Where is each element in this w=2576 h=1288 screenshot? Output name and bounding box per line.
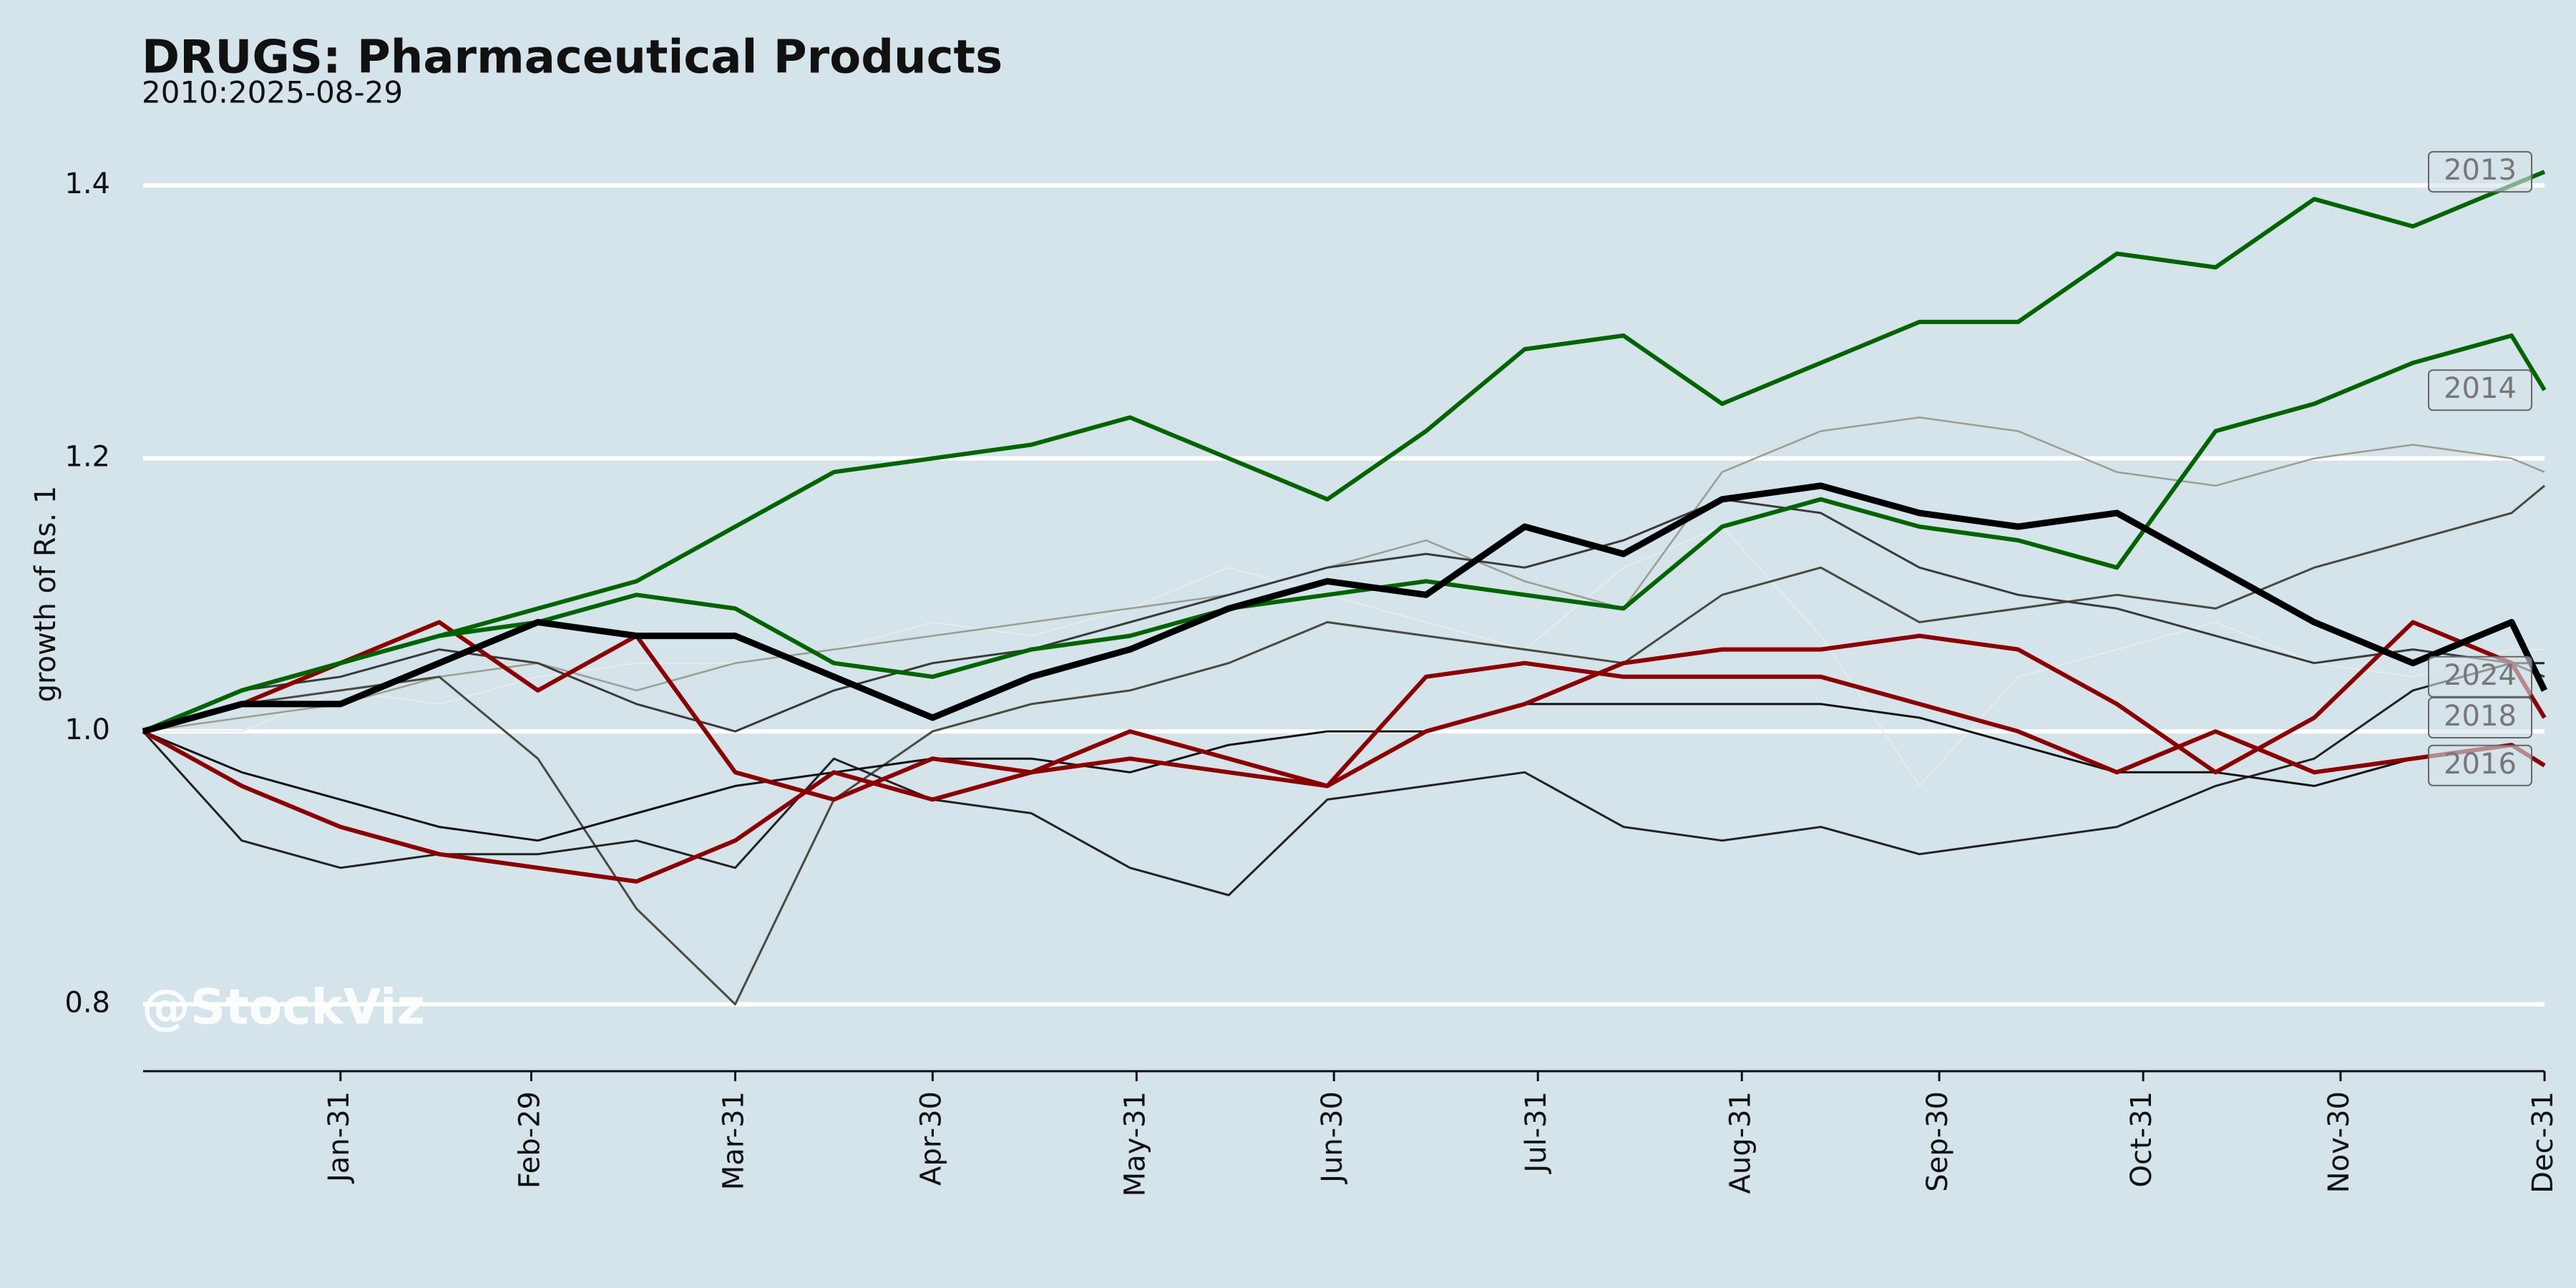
y-tick-label: 0.8 [64, 987, 110, 1020]
end-label: 2016 [2444, 748, 2517, 781]
watermark: @StockViz [142, 980, 425, 1036]
x-tick-label: Jun-30 [1316, 1091, 1349, 1185]
end-label-box [2428, 369, 2532, 411]
x-tick-label: Dec-31 [2527, 1091, 2560, 1194]
end-label: 2018 [2444, 700, 2517, 733]
x-tick-label: Sep-30 [1921, 1091, 1954, 1192]
end-label: 2013 [2444, 154, 2517, 187]
series-line [142, 620, 2546, 802]
end-label-box [2428, 151, 2532, 193]
series-line [142, 498, 2545, 733]
x-tick-label: Mar-31 [718, 1091, 751, 1190]
x-tick-label: Apr-30 [914, 1091, 947, 1186]
series-line [142, 482, 2548, 735]
x-tick-label: Feb-29 [513, 1091, 546, 1189]
series-line [142, 416, 2545, 733]
y-axis-label: growth of Rs. 1 [29, 486, 62, 703]
end-label-box [2428, 697, 2532, 739]
end-label-box [2428, 744, 2532, 786]
x-tick-label: Jan-31 [323, 1091, 356, 1184]
x-tick-label: Nov-30 [2323, 1091, 2356, 1193]
end-label-box [2428, 655, 2532, 698]
x-tick-label: Oct-31 [2125, 1091, 2158, 1188]
series-line [142, 620, 2547, 884]
x-tick-label: Jul-31 [1520, 1091, 1553, 1175]
series-line [142, 662, 2545, 897]
y-tick-label: 1.4 [64, 167, 110, 200]
series-line [142, 484, 2545, 1005]
chart-subtitle: 2010:2025-08-29 [142, 75, 403, 110]
series-line [142, 170, 2546, 733]
end-label: 2024 [2444, 659, 2517, 692]
chart-title: DRUGS: Pharmaceutical Products [142, 31, 1002, 84]
y-tick-label: 1.2 [64, 441, 110, 474]
series-line [143, 526, 2545, 787]
x-tick-label: Aug-31 [1724, 1091, 1757, 1194]
y-tick-label: 1.0 [64, 713, 110, 746]
end-label: 2014 [2444, 372, 2517, 405]
x-tick-label: May-31 [1118, 1091, 1151, 1196]
